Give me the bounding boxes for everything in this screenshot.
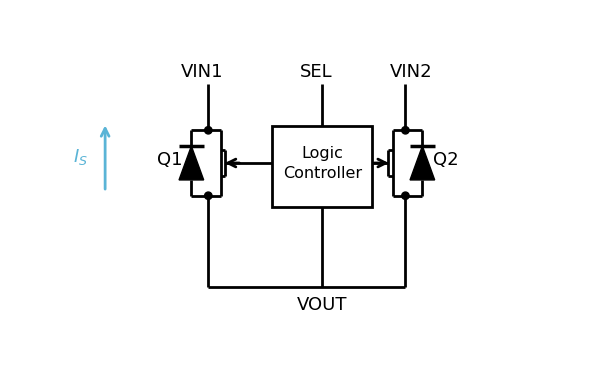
Circle shape <box>402 192 409 199</box>
Text: VOUT: VOUT <box>297 296 347 314</box>
Circle shape <box>205 127 212 134</box>
Text: VIN2: VIN2 <box>390 63 433 81</box>
Text: VIN1: VIN1 <box>181 63 223 81</box>
Polygon shape <box>179 146 203 180</box>
Circle shape <box>402 127 409 134</box>
Circle shape <box>205 192 212 199</box>
Bar <box>272 126 372 207</box>
Text: SEL: SEL <box>300 63 333 81</box>
Text: Q2: Q2 <box>433 151 458 169</box>
Text: Controller: Controller <box>283 166 362 181</box>
Polygon shape <box>410 146 435 180</box>
Text: $I_S$: $I_S$ <box>73 147 88 167</box>
Text: Q1: Q1 <box>157 151 183 169</box>
Text: Logic: Logic <box>301 146 343 161</box>
